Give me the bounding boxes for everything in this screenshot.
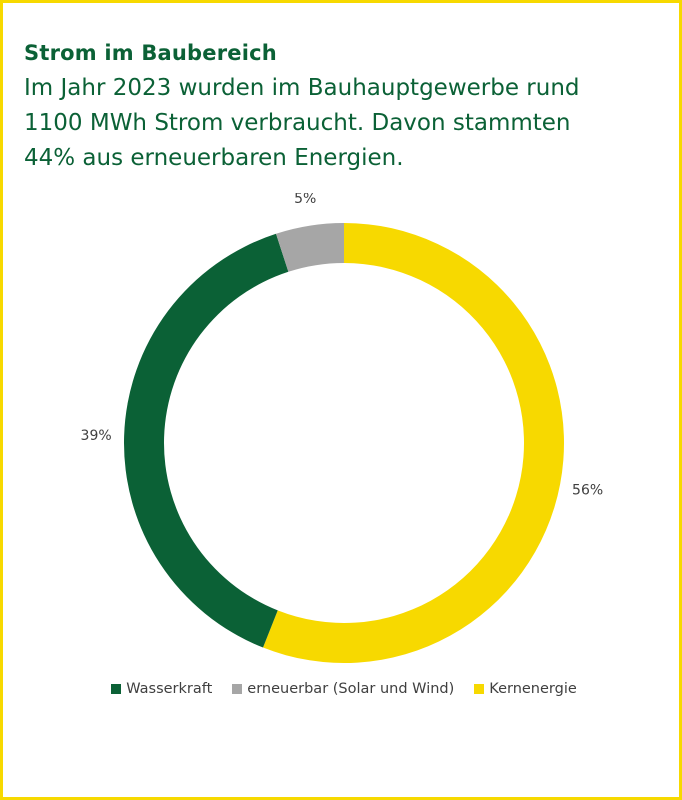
data-label-kernenergie: 56% <box>572 482 603 498</box>
data-label-wasserkraft: 39% <box>81 428 112 444</box>
slice-wasserkraft <box>124 233 289 648</box>
legend-swatch-erneuerbar <box>232 684 243 694</box>
data-label-erneuerbar: 5% <box>294 193 316 207</box>
legend-label-erneuerbar: erneuerbar (Solar und Wind) <box>247 681 455 697</box>
legend-swatch-wasserkraft <box>111 684 122 694</box>
subtitle-line-1: Im Jahr 2023 wurden im Bauhauptgewerbe r… <box>24 75 580 101</box>
chart-legend: Wasserkraft erneuerbar (Solar und Wind) … <box>3 681 682 697</box>
legend-item-kernenergie: Kernenergie <box>474 681 577 697</box>
legend-swatch-kernenergie <box>474 684 485 694</box>
chart-title: Strom im Baubereich <box>24 41 277 65</box>
chart-subtitle: Im Jahr 2023 wurden im Bauhauptgewerbe r… <box>24 71 664 176</box>
donut-chart: 56% 39% 5% <box>81 193 604 663</box>
legend-label-wasserkraft: Wasserkraft <box>126 681 213 697</box>
slice-kernenergie <box>263 223 565 663</box>
subtitle-line-3: 44% aus erneuerbaren Energien. <box>24 145 404 171</box>
slice-erneuerbar <box>276 223 344 272</box>
subtitle-line-2: 1100 MWh Strom verbraucht. Davon stammte… <box>24 110 571 136</box>
legend-label-kernenergie: Kernenergie <box>489 681 577 697</box>
legend-item-wasserkraft: Wasserkraft <box>111 681 212 697</box>
donut-slices <box>124 223 565 663</box>
donut-data-labels: 56% 39% 5% <box>81 193 604 498</box>
legend-item-erneuerbar: erneuerbar (Solar und Wind) <box>232 681 454 697</box>
